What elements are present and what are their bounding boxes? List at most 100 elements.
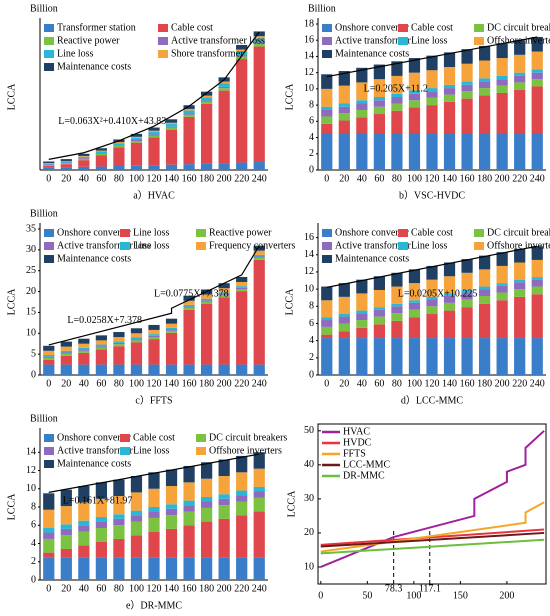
- bar-segment: [113, 342, 125, 345]
- bar-segment: [218, 288, 230, 293]
- x-tick-label: 160: [460, 173, 475, 184]
- bar-segment: [408, 302, 421, 310]
- bar-segment: [183, 465, 195, 483]
- bar-segment: [391, 313, 403, 321]
- x-tick-label: 140: [164, 583, 179, 594]
- x-tick-label: 140: [442, 378, 457, 389]
- y-tick-label: 12: [304, 67, 314, 78]
- bar-segment: [201, 298, 213, 301]
- x-tick-label: 20: [61, 583, 71, 594]
- unit-label: Billion: [30, 3, 58, 14]
- bar-segment: [218, 295, 230, 298]
- bar-segment: [253, 250, 265, 255]
- bar-segment: [338, 120, 350, 134]
- bar-segment: [130, 339, 143, 341]
- bar-segment: [148, 557, 160, 580]
- legend-swatch: [158, 24, 168, 32]
- y-tick-label: 20: [26, 286, 36, 297]
- legend-label: Line loss: [411, 240, 447, 251]
- bar-segment: [496, 285, 508, 293]
- x-tick-label: 160: [460, 378, 475, 389]
- bar-segment: [496, 58, 508, 76]
- bar-segment: [95, 153, 107, 156]
- y-axis-label: LCCA: [284, 83, 295, 110]
- chart-title: c）FFTS: [135, 394, 172, 406]
- x-tick-label: 240: [252, 173, 267, 184]
- y-tick-label: 30: [26, 244, 36, 255]
- legend-label: Active transformer loss: [171, 35, 265, 46]
- bar-segment: [356, 133, 368, 170]
- bar-segment: [113, 332, 125, 338]
- bar-segment: [531, 72, 543, 80]
- bar-segment: [321, 317, 333, 321]
- bar-segment: [148, 364, 160, 375]
- bar-segment: [514, 75, 526, 83]
- bar-segment: [78, 153, 90, 156]
- legend-swatch: [196, 434, 206, 442]
- y-tick-label: 50: [304, 425, 314, 436]
- bar-segment: [443, 262, 456, 277]
- bar-segment: [426, 338, 438, 375]
- bar-segment: [531, 338, 543, 375]
- bar-segment: [461, 292, 473, 300]
- legend-label: Cable cost: [411, 22, 453, 33]
- bar-segment: [43, 532, 55, 539]
- bar-segment: [338, 113, 350, 121]
- bar-segment: [338, 331, 350, 339]
- y-tick-label: 10: [26, 328, 36, 339]
- legend-label: Active transformer: [57, 445, 133, 456]
- bar-segment: [391, 133, 403, 170]
- bar-segment: [113, 142, 125, 144]
- y-tick-label: 0: [309, 369, 314, 380]
- bar-segment: [391, 97, 403, 104]
- bar-segment: [373, 79, 385, 97]
- y-tick-label: 16: [304, 35, 314, 46]
- bar-segment: [165, 122, 178, 125]
- bar-segment: [78, 525, 90, 532]
- bar-segment: [514, 248, 526, 263]
- bar-segment: [391, 61, 403, 76]
- bar-segment: [218, 518, 230, 558]
- bar-segment: [78, 557, 90, 580]
- legend-swatch: [44, 255, 54, 263]
- bar-segment: [43, 357, 55, 360]
- bar-segment: [95, 148, 107, 151]
- bar-segment: [253, 43, 265, 47]
- legend-label: Onshore converter: [57, 227, 132, 238]
- bar-segment: [201, 521, 213, 558]
- legend-swatch: [120, 434, 130, 442]
- bar-segment: [201, 507, 213, 522]
- legend-swatch: [398, 229, 408, 237]
- bar-segment: [236, 291, 248, 365]
- bar-segment: [218, 283, 230, 289]
- bar-segment: [113, 525, 125, 539]
- bar-segment: [514, 262, 526, 280]
- chart-title: b）VSC-HVDC: [399, 189, 465, 201]
- bar-segment: [443, 101, 456, 134]
- legend-swatch: [474, 229, 484, 237]
- bar-segment: [391, 338, 403, 375]
- bar-segment: [236, 281, 248, 287]
- y-tick-label: 8: [309, 99, 314, 110]
- legend-swatch: [322, 37, 332, 45]
- bar-segment: [165, 508, 178, 516]
- plot-frame: [317, 423, 547, 585]
- y-tick-label: 30: [304, 493, 314, 504]
- bar-segment: [338, 338, 350, 375]
- bar-segment: [43, 354, 55, 357]
- bar-segment: [443, 52, 456, 67]
- bar-segment: [253, 31, 265, 37]
- bar-segment: [218, 505, 230, 519]
- bar-segment: [408, 107, 421, 134]
- y-tick-label: 6: [31, 520, 36, 531]
- legend-label: Maintenance costs: [335, 48, 409, 59]
- y-tick-label: 6: [309, 318, 314, 329]
- bar-segment: [479, 289, 491, 296]
- legend-swatch: [158, 50, 168, 58]
- bar-segment: [426, 97, 438, 106]
- y-tick-label: 0: [31, 369, 36, 380]
- x-tick-label: 100: [406, 590, 421, 601]
- legend-swatch: [322, 255, 332, 263]
